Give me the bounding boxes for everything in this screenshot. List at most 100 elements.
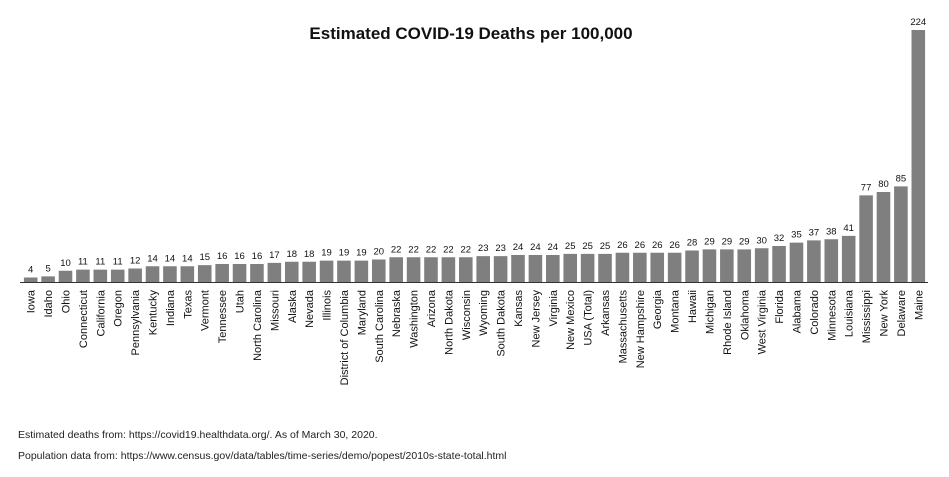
bar: [772, 246, 786, 282]
bar-value-label: 15: [199, 252, 210, 263]
bar-value-label: 5: [45, 263, 50, 274]
category-label: Alaska: [287, 289, 299, 323]
category-label: Pennsylvania: [130, 289, 142, 355]
category-label: Delaware: [896, 290, 908, 336]
category-label: New Jersey: [530, 290, 542, 348]
bar: [197, 265, 212, 283]
bar: [163, 266, 177, 282]
category-label: Ohio: [61, 290, 73, 313]
bar-value-label: 14: [147, 253, 158, 264]
bar-chart: Estimated COVID-19 Deaths per 100,000 4 I…: [20, 17, 928, 385]
bar-value-label: 25: [600, 241, 611, 252]
deaths-source-note: Estimated deaths from: https://covid19.h…: [18, 429, 378, 441]
bar: [128, 268, 142, 282]
bar-value-label: 29: [739, 236, 750, 247]
bar-value-label: 22: [408, 244, 419, 255]
bar: [633, 252, 647, 282]
category-label: New York: [878, 290, 890, 337]
bar-value-label: 16: [252, 251, 263, 262]
bar-value-label: 19: [339, 248, 350, 259]
bar-value-label: 22: [461, 244, 472, 255]
category-label: Colorado: [809, 290, 821, 335]
bar: [702, 249, 717, 283]
bar-value-label: 4: [28, 265, 33, 276]
category-label: Maryland: [356, 290, 368, 335]
bar: [789, 242, 804, 283]
category-label: USA (Total): [583, 290, 595, 346]
bar-value-label: 23: [495, 243, 506, 254]
bar-value-label: 32: [774, 233, 785, 244]
bar-value-label: 22: [426, 244, 437, 255]
category-label: Florida: [774, 289, 786, 324]
bar-value-label: 14: [165, 253, 176, 264]
bar: [598, 253, 612, 283]
category-label: Rhode Island: [722, 290, 734, 355]
bar-value-label: 38: [826, 226, 837, 237]
bars-group: 4 Iowa 5 Idaho 10 Ohio 11 Connecticut 11 Californ…: [23, 17, 926, 385]
bar: [754, 248, 769, 282]
bar: [319, 260, 334, 283]
category-label: Wyoming: [478, 290, 490, 336]
bar-value-label: 16: [234, 251, 245, 262]
bar-value-label: 29: [722, 236, 733, 247]
category-label: New Hampshire: [635, 290, 647, 368]
bar: [511, 255, 525, 282]
bar-value-label: 85: [896, 173, 907, 184]
category-label: Virginia: [548, 289, 560, 326]
category-label: Missouri: [269, 290, 281, 331]
category-label: Washington: [409, 290, 421, 348]
bar: [284, 261, 299, 282]
category-label: Vermont: [200, 290, 212, 331]
bar-value-label: 24: [548, 242, 559, 253]
bar-value-label: 224: [910, 17, 926, 28]
bar-value-label: 23: [478, 243, 489, 254]
bar: [215, 264, 229, 282]
bar: [859, 195, 873, 283]
bar: [76, 269, 90, 283]
bar-value-label: 18: [286, 249, 297, 260]
bar-value-label: 11: [78, 257, 88, 268]
bar: [337, 260, 351, 283]
bar: [841, 235, 856, 283]
category-label: South Carolina: [374, 289, 386, 363]
bar: [23, 277, 38, 282]
category-label: South Dakota: [496, 289, 508, 357]
bar-value-label: 22: [443, 244, 454, 255]
bar: [302, 261, 316, 282]
bar-value-label: 28: [687, 238, 698, 249]
bar: [546, 255, 560, 282]
bar: [41, 276, 55, 283]
bar-value-label: 10: [60, 258, 71, 269]
category-label: Tennessee: [217, 290, 229, 343]
bar-value-label: 24: [513, 242, 524, 253]
bar-value-label: 80: [878, 179, 889, 190]
bar-value-label: 77: [861, 182, 872, 193]
category-label: Arizona: [426, 289, 438, 327]
bar-value-label: 22: [391, 244, 402, 255]
category-label: Louisiana: [844, 289, 856, 337]
bar: [563, 253, 577, 283]
bar-value-label: 16: [217, 251, 228, 262]
bar: [267, 262, 282, 283]
bar: [807, 240, 821, 283]
category-label: Georgia: [652, 289, 664, 329]
bar-value-label: 24: [530, 242, 541, 253]
category-label: West Virginia: [757, 289, 769, 354]
bar: [685, 250, 699, 282]
category-label: Minnesota: [826, 289, 838, 341]
bar-value-label: 26: [635, 240, 646, 251]
bar: [110, 269, 125, 283]
bar-value-label: 26: [669, 240, 680, 251]
bar-value-label: 30: [756, 235, 767, 246]
category-label: Connecticut: [78, 290, 90, 348]
category-label: Massachusetts: [617, 290, 629, 364]
category-label: Wisconsin: [461, 290, 473, 340]
bar: [354, 260, 369, 283]
bar: [459, 257, 473, 282]
category-label: Idaho: [43, 290, 55, 318]
bar: [720, 249, 734, 283]
category-label: Nebraska: [391, 289, 403, 337]
category-label: Hawaii: [687, 290, 699, 323]
bar-value-label: 29: [704, 236, 715, 247]
bar: [389, 257, 403, 282]
